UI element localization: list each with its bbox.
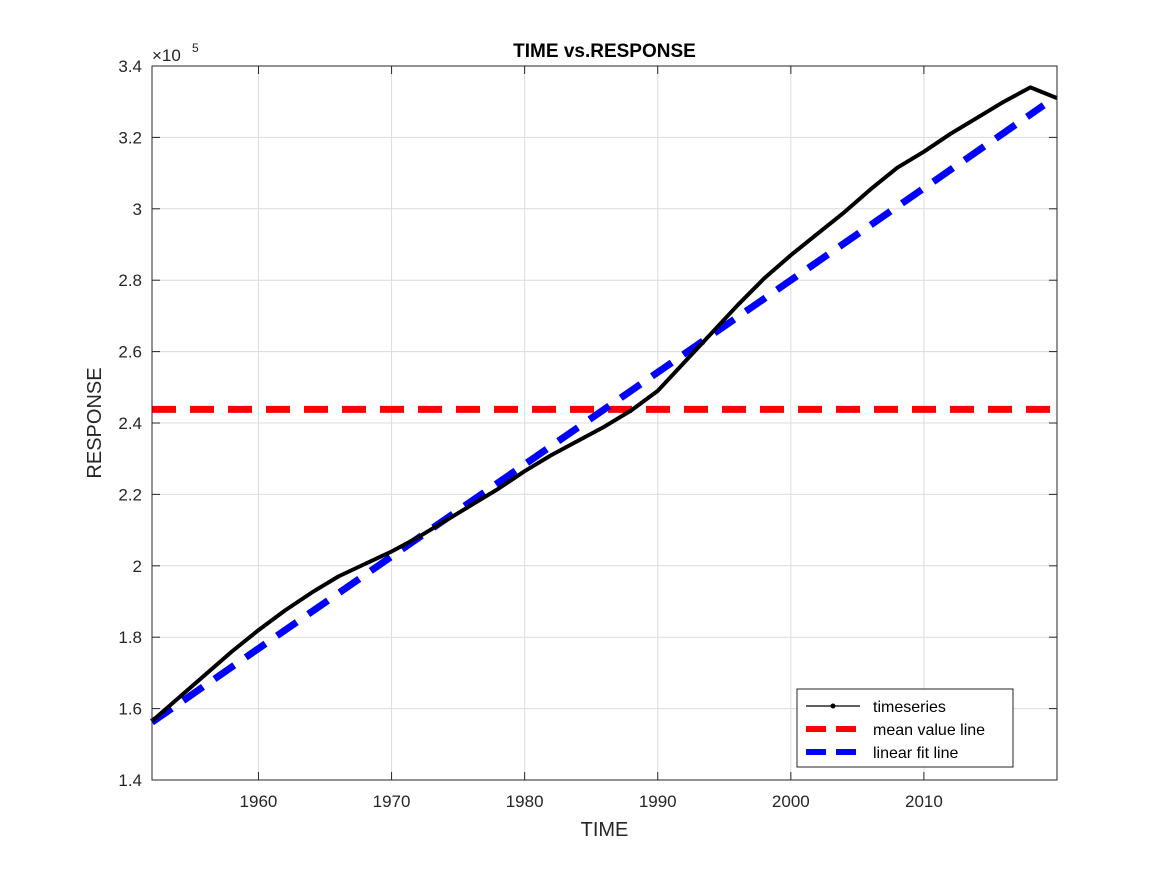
series-line-timeseries xyxy=(150,85,1058,723)
y-tick-label: 2.4 xyxy=(118,414,142,433)
x-tick-label: 1970 xyxy=(373,792,411,811)
ticks: 1960 1970 1980 1990 2000 2010 1.4 1.6 1.8 2 2.2 2.4… xyxy=(118,57,1057,811)
y-tick-label: 2 xyxy=(133,557,142,576)
x-tick-label: 2010 xyxy=(905,792,943,811)
legend-label: timeseries xyxy=(873,699,946,716)
x-tick-label: 1990 xyxy=(639,792,677,811)
y-tick-label: 3.4 xyxy=(118,57,142,76)
y-axis-exponent: ×10 5 xyxy=(152,41,199,65)
y-tick-label: 2.2 xyxy=(118,485,142,504)
y-tick-label: 1.8 xyxy=(118,628,142,647)
legend-marker xyxy=(830,703,836,709)
legend-box xyxy=(796,688,1014,768)
y-tick-label: 2.8 xyxy=(118,271,142,290)
series-layer xyxy=(150,85,1058,726)
y-axis-label: RESPONSE xyxy=(84,367,106,478)
legend-label: mean value line xyxy=(873,722,985,739)
series-line-linear-fit-line xyxy=(150,102,1046,726)
chart-title: TIME vs.RESPONSE xyxy=(513,41,696,62)
x-tick-label: 2000 xyxy=(772,792,810,811)
y-tick-label: 3 xyxy=(133,200,142,219)
x-axis-label: TIME xyxy=(581,819,629,841)
legend: timeseries mean value line linear fit line xyxy=(796,688,1014,768)
x-tick-label: 1980 xyxy=(506,792,544,811)
x-tick-label: 1960 xyxy=(240,792,278,811)
y-axis-exponent-base: ×10 xyxy=(152,46,181,65)
y-axis-exponent-power: 5 xyxy=(192,41,199,55)
y-tick-label: 1.4 xyxy=(118,771,142,790)
legend-label: linear fit line xyxy=(873,745,958,762)
y-tick-label: 2.6 xyxy=(118,343,142,362)
y-tick-label: 3.2 xyxy=(118,128,142,147)
y-tick-label: 1.6 xyxy=(118,700,142,719)
